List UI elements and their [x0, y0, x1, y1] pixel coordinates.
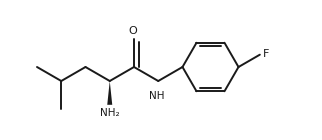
Text: F: F [263, 49, 269, 59]
Text: NH: NH [149, 91, 165, 101]
Polygon shape [107, 81, 112, 105]
Text: O: O [128, 26, 137, 36]
Text: NH₂: NH₂ [100, 108, 119, 118]
